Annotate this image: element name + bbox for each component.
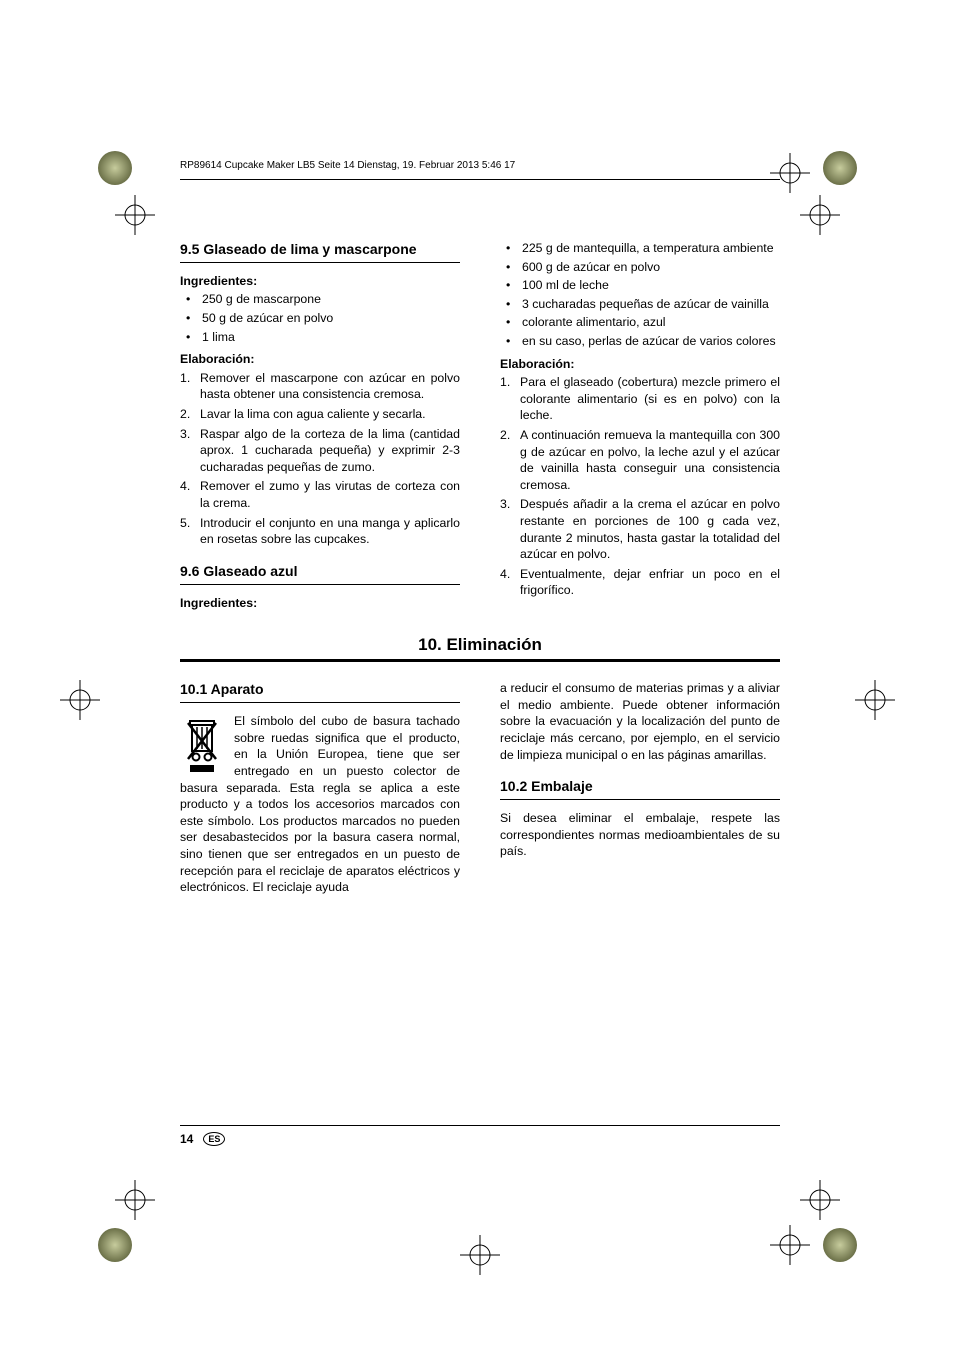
preparation-label: Elaboración: — [180, 351, 460, 368]
list-item: 225 g de mantequilla, a temperatura ambi… — [504, 240, 780, 257]
ingredients-label: Ingredientes: — [180, 595, 460, 612]
list-item: 600 g de azúcar en polvo — [504, 259, 780, 276]
footer-rule — [180, 1125, 780, 1126]
right-column: a reducir el consumo de materias primas … — [500, 680, 780, 895]
list-item: Remover el zumo y las virutas de corteza… — [180, 478, 460, 511]
section-10-2-heading: 10.2 Embalaje — [500, 777, 780, 796]
section-9-6-rule — [180, 584, 460, 585]
page-footer: 14 ES — [180, 1125, 780, 1146]
list-item: Eventualmente, dejar enfriar un poco en … — [500, 566, 780, 599]
list-item: A continuación remueva la mantequilla co… — [500, 427, 780, 493]
list-item: 50 g de azúcar en polvo — [184, 310, 460, 327]
disposal-columns: 10.1 Aparato — [180, 680, 780, 895]
language-badge: ES — [203, 1132, 225, 1146]
section-10-heading: 10. Eliminación — [180, 635, 780, 655]
section-9-5-rule — [180, 262, 460, 263]
crop-mark-bottom-right-crosshair-icon — [770, 1225, 810, 1265]
page-content: RP89614 Cupcake Maker LB5 Seite 14 Diens… — [180, 160, 780, 896]
crop-mark-bottom-left-gradient-icon — [95, 1225, 135, 1265]
list-item: en su caso, perlas de azúcar de varios c… — [504, 333, 780, 350]
ingredients-list-9-6: 225 g de mantequilla, a temperatura ambi… — [500, 240, 780, 350]
section-9-5-heading: 9.5 Glaseado de lima y mascarpone — [180, 240, 460, 259]
left-column: 9.5 Glaseado de lima y mascarpone Ingred… — [180, 240, 460, 613]
list-item: 100 ml de leche — [504, 277, 780, 294]
section-10-rule — [180, 659, 780, 662]
section-10-1-body: El símbolo del cubo de basura tachado so… — [180, 713, 460, 896]
section-10-2-rule — [500, 799, 780, 800]
preparation-label: Elaboración: — [500, 356, 780, 373]
list-item: Remover el mascarpone con azúcar en polv… — [180, 370, 460, 403]
steps-list-9-5: Remover el mascarpone con azúcar en polv… — [180, 370, 460, 548]
crop-mark-right-lower-crosshair-icon — [800, 1180, 840, 1220]
crop-mark-top-right-gradient-icon — [820, 148, 860, 188]
list-item: 1 lima — [184, 329, 460, 346]
running-header: RP89614 Cupcake Maker LB5 Seite 14 Diens… — [180, 160, 780, 171]
recipe-columns: 9.5 Glaseado de lima y mascarpone Ingred… — [180, 240, 780, 613]
ingredients-label: Ingredientes: — [180, 273, 460, 290]
crop-mark-top-left-gradient-icon — [95, 148, 135, 188]
list-item: Para el glaseado (cobertura) mezcle prim… — [500, 374, 780, 424]
section-9-6-heading: 9.6 Glaseado azul — [180, 562, 460, 581]
section-10-1-rule — [180, 702, 460, 703]
section-10-2-body: Si desea eliminar el embalaje, respete l… — [500, 810, 780, 860]
ingredients-list-9-5: 250 g de mascarpone 50 g de azúcar en po… — [180, 291, 460, 345]
list-item: Introducir el conjunto en una manga y ap… — [180, 515, 460, 548]
weee-bin-icon — [180, 715, 224, 775]
crop-mark-bottom-right-gradient-icon — [820, 1225, 860, 1265]
crop-mark-left-mid-crosshair-icon — [60, 680, 100, 720]
list-item: Después añadir a la crema el azúcar en p… — [500, 496, 780, 562]
crop-mark-bottom-center-crosshair-icon — [460, 1235, 500, 1275]
crop-mark-left-upper-crosshair-icon — [115, 195, 155, 235]
list-item: 250 g de mascarpone — [184, 291, 460, 308]
page-number: 14 — [180, 1132, 193, 1146]
crop-mark-right-mid-crosshair-icon — [855, 680, 895, 720]
list-item: Raspar algo de la corteza de la lima (ca… — [180, 426, 460, 476]
header-rule — [180, 179, 780, 180]
list-item: colorante alimentario, azul — [504, 314, 780, 331]
crop-mark-right-upper-crosshair-icon — [800, 195, 840, 235]
steps-list-9-6: Para el glaseado (cobertura) mezcle prim… — [500, 374, 780, 599]
list-item: 3 cucharadas pequeñas de azúcar de vaini… — [504, 296, 780, 313]
section-10: 10. Eliminación 10.1 Aparato — [180, 635, 780, 895]
right-column: 225 g de mantequilla, a temperatura ambi… — [500, 240, 780, 613]
left-column: 10.1 Aparato — [180, 680, 460, 895]
crop-mark-left-lower-crosshair-icon — [115, 1180, 155, 1220]
list-item: Lavar la lima con agua caliente y secarl… — [180, 406, 460, 423]
section-10-1-text-col2: a reducir el consumo de materias primas … — [500, 680, 780, 763]
section-10-1-heading: 10.1 Aparato — [180, 680, 460, 699]
